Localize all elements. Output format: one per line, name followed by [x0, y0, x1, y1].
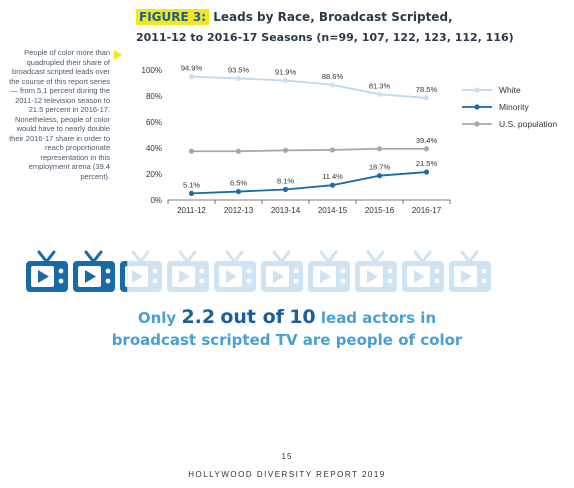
x-tick-label: 2016-17 — [412, 206, 442, 215]
data-label: 11.4% — [322, 172, 343, 181]
side-note-arrow-icon — [114, 50, 122, 60]
data-label: 18.7% — [369, 163, 391, 172]
data-point — [376, 173, 383, 179]
data-point — [282, 77, 289, 84]
data-point — [235, 188, 242, 195]
y-tick-label: 0% — [150, 196, 162, 205]
line-chart: 0% 20% 40% 60% 80% 100% 2011-12 2012-13 2013-14 2… — [142, 64, 558, 215]
data-point — [235, 75, 242, 82]
data-point — [329, 82, 336, 88]
data-point — [188, 74, 195, 80]
y-tick-label: 20% — [146, 170, 162, 179]
tv-icon — [73, 250, 115, 292]
tv-icon — [214, 250, 256, 292]
series-line-2 — [191, 147, 427, 153]
legend-marker — [474, 87, 480, 93]
y-tick-label: 40% — [146, 144, 162, 153]
data-point — [282, 147, 289, 153]
x-tick-label: 2014-15 — [318, 206, 348, 215]
data-label: 78.5% — [416, 85, 438, 94]
series-line-1 — [191, 171, 427, 195]
data-point — [376, 146, 383, 152]
data-label: 6.5% — [230, 179, 247, 188]
data-point — [188, 148, 195, 154]
data-point — [282, 186, 289, 193]
y-tick-label: 60% — [146, 118, 162, 127]
stat-suffix: lead actors in — [320, 309, 437, 327]
chart-title-block: FIGURE 3: Leads by Race, Broadcast Scrip… — [136, 8, 566, 47]
data-label: 88.6% — [322, 72, 344, 81]
tv-icon — [26, 250, 68, 292]
chart-subtitle: 2011-12 to 2016-17 Seasons (n=99, 107, 1… — [136, 31, 514, 44]
data-point — [329, 182, 336, 188]
chart-title-text: Leads by Race, Broadcast Scripted, — [213, 10, 453, 24]
data-label: 8.1% — [277, 176, 294, 185]
tv-icon-row — [24, 248, 494, 304]
data-label: 5.1% — [183, 180, 200, 189]
data-label: 94.9% — [181, 64, 203, 73]
legend-label: Minority — [499, 102, 530, 112]
stat-line-2: broadcast scripted TV are people of colo… — [111, 331, 463, 349]
data-point — [423, 169, 430, 175]
x-tick-label: 2013-14 — [271, 206, 301, 215]
stat-ten: 10 — [289, 306, 316, 328]
legend-marker — [474, 121, 480, 127]
tv-icon — [167, 250, 209, 292]
data-label: 81.3% — [369, 81, 391, 90]
data-point — [376, 91, 383, 97]
series-line-0 — [191, 75, 427, 99]
data-point — [188, 190, 195, 196]
report-name: HOLLYWOOD DIVERSITY REPORT 2019 — [188, 470, 386, 479]
y-tick-label: 100% — [142, 66, 162, 75]
x-tick-label: 2015-16 — [365, 206, 395, 215]
page-number: 15 — [281, 452, 293, 461]
legend-label: U.S. population — [499, 119, 557, 129]
tv-icon — [402, 250, 444, 292]
data-point — [329, 147, 336, 153]
data-label: 21.5% — [416, 159, 438, 168]
x-tick-label: 2011-12 — [177, 206, 206, 215]
side-note: People of color more than quadrupled the… — [9, 48, 110, 181]
data-label: 39.4% — [416, 136, 438, 145]
tv-icon — [261, 250, 303, 292]
legend-label: White — [499, 85, 521, 95]
y-tick-label: 80% — [146, 92, 162, 101]
x-tick-label: 2012-13 — [224, 206, 254, 215]
tv-icon — [449, 250, 491, 292]
data-point — [235, 148, 242, 154]
data-label: 91.9% — [275, 68, 297, 77]
stat-callout: Only 2.2 out of 10 lead actors in broadc… — [0, 306, 574, 351]
tv-icon — [308, 250, 350, 292]
legend-marker — [474, 104, 480, 110]
chart-title: FIGURE 3: Leads by Race, Broadcast Scrip… — [136, 8, 566, 26]
data-label: 93.5% — [228, 65, 250, 74]
data-point — [423, 95, 430, 101]
figure-label: FIGURE 3: — [136, 9, 210, 25]
tv-icon — [355, 250, 397, 292]
stat-line-1: Only 2.2 out of 10 lead actors in — [0, 306, 574, 329]
stat-prefix: Only — [137, 309, 177, 327]
tv-icon — [120, 250, 162, 292]
stat-number: 2.2 — [181, 306, 216, 328]
data-point — [423, 146, 430, 152]
stat-middle: out of — [220, 306, 284, 328]
